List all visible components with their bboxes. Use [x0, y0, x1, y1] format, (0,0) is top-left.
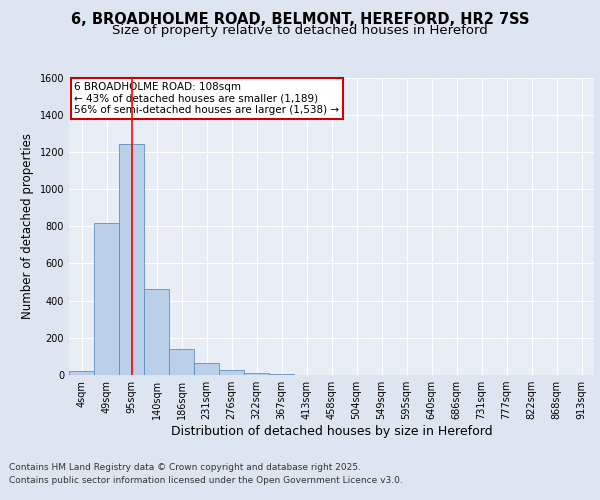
- Bar: [244, 372, 269, 375]
- Bar: [144, 290, 169, 375]
- Text: 6, BROADHOLME ROAD, BELMONT, HEREFORD, HR2 7SS: 6, BROADHOLME ROAD, BELMONT, HEREFORD, H…: [71, 12, 529, 28]
- Bar: [69, 372, 94, 375]
- Text: Contains public sector information licensed under the Open Government Licence v3: Contains public sector information licen…: [9, 476, 403, 485]
- Bar: [269, 374, 294, 375]
- X-axis label: Distribution of detached houses by size in Hereford: Distribution of detached houses by size …: [170, 425, 493, 438]
- Bar: [94, 222, 119, 375]
- Y-axis label: Number of detached properties: Number of detached properties: [21, 133, 34, 320]
- Text: Contains HM Land Registry data © Crown copyright and database right 2025.: Contains HM Land Registry data © Crown c…: [9, 464, 361, 472]
- Bar: [194, 363, 219, 375]
- Bar: [119, 144, 144, 375]
- Text: 6 BROADHOLME ROAD: 108sqm
← 43% of detached houses are smaller (1,189)
56% of se: 6 BROADHOLME ROAD: 108sqm ← 43% of detac…: [74, 82, 340, 115]
- Bar: [169, 349, 194, 375]
- Text: Size of property relative to detached houses in Hereford: Size of property relative to detached ho…: [112, 24, 488, 37]
- Bar: [219, 370, 244, 375]
